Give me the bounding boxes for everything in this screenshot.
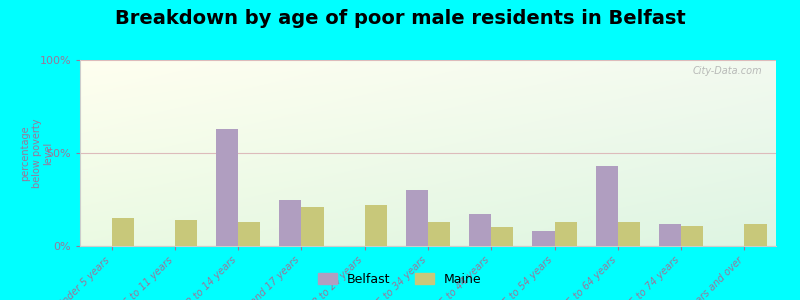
Bar bbox=[491, 227, 514, 246]
Bar bbox=[175, 220, 197, 246]
Y-axis label: percentage
below poverty
level: percentage below poverty level bbox=[20, 118, 53, 188]
Bar bbox=[112, 218, 134, 246]
Bar bbox=[428, 222, 450, 246]
Bar bbox=[618, 222, 640, 246]
Bar bbox=[554, 222, 577, 246]
Bar bbox=[533, 231, 554, 246]
Bar bbox=[596, 166, 618, 246]
Legend: Belfast, Maine: Belfast, Maine bbox=[313, 268, 487, 291]
Bar bbox=[681, 226, 703, 246]
Text: City-Data.com: City-Data.com bbox=[693, 66, 762, 76]
Bar bbox=[238, 222, 260, 246]
Bar bbox=[365, 205, 387, 246]
Bar bbox=[659, 224, 681, 246]
Text: Breakdown by age of poor male residents in Belfast: Breakdown by age of poor male residents … bbox=[114, 9, 686, 28]
Bar bbox=[216, 129, 238, 246]
Bar bbox=[406, 190, 428, 246]
Bar bbox=[744, 224, 766, 246]
Bar bbox=[279, 200, 302, 246]
Bar bbox=[302, 207, 323, 246]
Bar bbox=[469, 214, 491, 246]
